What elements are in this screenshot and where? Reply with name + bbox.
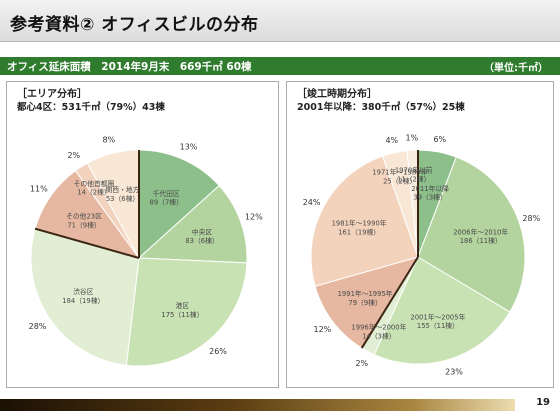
slice-label: 1991年〜1995年 <box>338 289 393 298</box>
slice-percent-label: 12% <box>314 325 332 334</box>
slice-percent-label: 23% <box>445 367 463 376</box>
slice-value-label: 25（2棟） <box>383 176 416 185</box>
slice-percent-label: 24% <box>303 198 321 207</box>
subheader-unit: （単位:千㎡） <box>484 63 548 74</box>
slice-percent-label: 6% <box>433 135 446 144</box>
subheader-bar: オフィス延床面積 2014年9月末 669千㎡ 60棟 （単位:千㎡） <box>0 57 560 75</box>
slice-value-label: 155（11棟） <box>417 321 459 330</box>
slice-label: 1981年〜1990年 <box>332 219 387 228</box>
pie-slice <box>125 257 248 367</box>
slice-label: 渋谷区 <box>73 287 94 296</box>
pie-slice <box>373 256 511 365</box>
slice-value-label: 39（3棟） <box>413 193 446 202</box>
slice-percent-label: 8% <box>103 136 116 145</box>
page-number: 19 <box>536 397 550 408</box>
slice-label: 1996年〜2000年 <box>351 323 406 332</box>
completion-period-panel: ［竣工時期分布］ 2001年以降：380千㎡（57%）25棟 2011年以降 39… <box>286 81 554 388</box>
slice-value-label: 11（2棟） <box>397 175 430 184</box>
footer-bar: 19 <box>0 392 560 420</box>
slice-value-label: 79（9棟） <box>348 298 381 307</box>
pie-slice <box>137 184 248 264</box>
slice-label: 1971年〜1980年 <box>372 168 427 177</box>
slice-value-label: 53（6棟） <box>106 194 139 203</box>
slice-percent-label: 13% <box>180 143 198 152</box>
period-chart-title: ［竣工時期分布］ <box>297 89 377 100</box>
slice-value-label: 186（11棟） <box>460 236 502 245</box>
pie-slice <box>34 169 141 259</box>
slice-value-label: 175（11棟） <box>161 310 203 319</box>
slice-value-label: 14（2棟） <box>77 188 110 197</box>
slice-value-label: 71（9棟） <box>67 221 100 230</box>
slice-label: 千代田区 <box>153 189 180 198</box>
slice-value-label: 83（6棟） <box>185 236 218 245</box>
period-chart-subtitle: 2001年以降：380千㎡（57%）25棟 <box>297 102 465 113</box>
pie-slice <box>310 155 419 287</box>
title-bar: 参考資料② オフィスビルの分布 <box>0 0 560 42</box>
pie-slice <box>417 156 526 313</box>
subheader-summary: オフィス延床面積 2014年9月末 669千㎡ 60棟 <box>7 61 252 73</box>
slice-label: その他23区 <box>66 212 102 221</box>
pie-slice <box>30 228 140 366</box>
slice-value-label: 89（7棟） <box>150 198 183 207</box>
footer-decoration <box>0 399 515 411</box>
slice-percent-label: 26% <box>209 347 227 356</box>
slice-value-label: 161（19棟） <box>338 227 380 236</box>
area-chart-title: ［エリア分布］ <box>17 89 87 100</box>
page-title: 参考資料② オフィスビルの分布 <box>10 15 259 35</box>
slice-percent-label: 28% <box>29 322 47 331</box>
area-chart-subtitle: 都心4区：531千㎡（79%）43棟 <box>17 102 165 113</box>
area-distribution-panel: ［エリア分布］ 都心4区：531千㎡（79%）43棟 千代田区 89（7棟） 13%… <box>6 81 279 388</box>
slice-label: 港区 <box>176 301 190 310</box>
pie-divider-line <box>34 227 140 259</box>
slice-label: 2006年〜2010年 <box>453 227 508 236</box>
slice-label: 2011年以降 <box>411 184 449 193</box>
slice-percent-label: 2% <box>67 151 80 160</box>
slice-percent-label: 11% <box>30 184 48 193</box>
pie-slice <box>314 256 420 349</box>
slice-percent-label: 12% <box>245 213 263 222</box>
slice-label: その他首都圏 <box>74 179 115 188</box>
slice-value-label: 14（3棟） <box>362 332 395 341</box>
slice-percent-label: 1% <box>405 133 418 142</box>
slice-label: 中央区 <box>192 227 213 236</box>
pie-divider-line <box>360 256 419 349</box>
slice-label: 2001年〜2005年 <box>410 312 465 321</box>
slice-percent-label: 28% <box>522 214 540 223</box>
slice-label: 関西・地方 <box>106 185 140 194</box>
slice-percent-label: 4% <box>385 136 398 145</box>
slice-label: 1970年以前 <box>395 166 433 175</box>
pie-slice <box>138 149 220 260</box>
slice-percent-label: 2% <box>355 359 368 368</box>
slice-value-label: 184（19棟） <box>62 296 104 305</box>
